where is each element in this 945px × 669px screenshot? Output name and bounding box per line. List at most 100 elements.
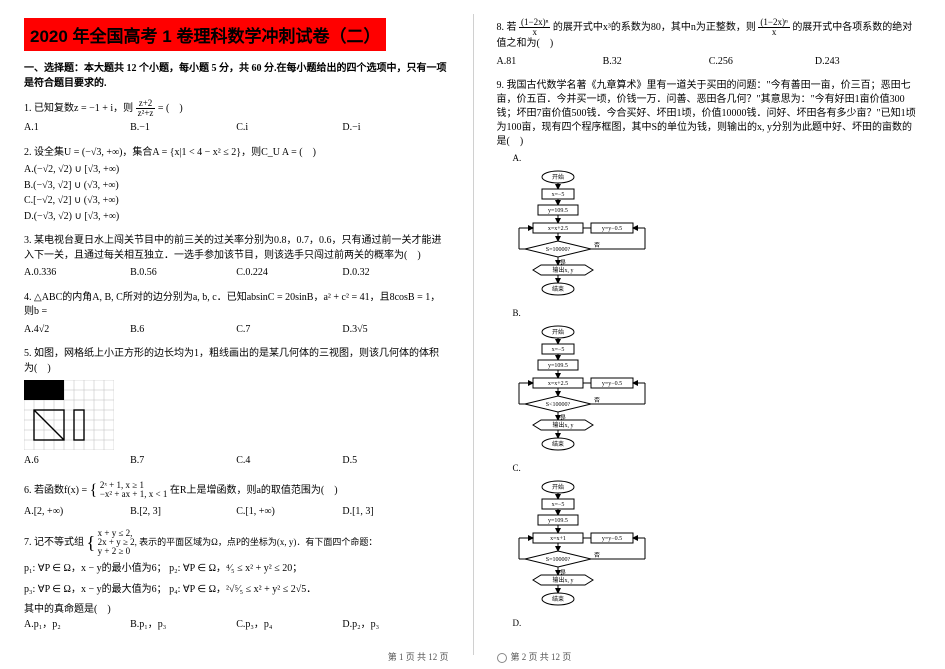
q5-opt-a: A.6 bbox=[24, 454, 130, 469]
svg-text:否: 否 bbox=[593, 552, 599, 559]
q8-opt-c: C.256 bbox=[709, 55, 815, 70]
q7-stem: 7. 记不等式组 bbox=[24, 537, 84, 548]
svg-text:否: 否 bbox=[593, 242, 599, 249]
page-2: 8. 若 (1−2x)ⁿ x 的展开式中x³的系数为80，其中n为正整数，则 (… bbox=[473, 0, 945, 669]
page-number-2: 第 2 页 共 12 页 bbox=[497, 650, 572, 663]
q6-stem-pre: 6. 若函数f(x) = bbox=[24, 484, 90, 495]
question-2: 2. 设全集U = (−√3, +∞)，集合A = {x|1 < 4 − x² … bbox=[24, 146, 449, 225]
svg-text:y=109.5: y=109.5 bbox=[548, 518, 568, 524]
q3-opt-a: A.0.336 bbox=[24, 266, 130, 281]
svg-text:否: 否 bbox=[593, 397, 599, 404]
svg-text:输出x, y: 输出x, y bbox=[552, 576, 573, 584]
svg-text:x=x+2.5: x=x+2.5 bbox=[547, 226, 567, 232]
q8-opt-d: D.243 bbox=[815, 55, 921, 70]
q7-p3: p₃: ∀P ∈ Ω，x − y的最大值为6； bbox=[24, 584, 167, 595]
svg-text:x=−5: x=−5 bbox=[551, 502, 564, 508]
q4-opt-c: C.7 bbox=[236, 323, 342, 338]
q1-opt-d: D.−i bbox=[342, 121, 448, 136]
q5-opt-d: D.5 bbox=[342, 454, 448, 469]
q3-opt-d: D.0.32 bbox=[342, 266, 448, 281]
question-1: 1. 已知复数z = −1 + i，则 z+2 z²+z = ( ) A.1 B… bbox=[24, 99, 449, 136]
q2-opt-c: C.[−√2, √2] ∪ (√3, +∞) bbox=[24, 194, 449, 209]
svg-text:开始: 开始 bbox=[551, 173, 563, 181]
q3-opt-b: B.0.56 bbox=[130, 266, 236, 281]
q4-opt-a: A.4√2 bbox=[24, 323, 130, 338]
q7-p1: p₁: ∀P ∈ Ω，x − y的最小值为6； bbox=[24, 563, 167, 574]
q7-opt-a: A.p₁，p₂ bbox=[24, 618, 130, 633]
q8-frac1: (1−2x)ⁿ x bbox=[519, 18, 550, 37]
svg-text:y=y−0.5: y=y−0.5 bbox=[601, 536, 621, 542]
q3-stem: 3. 某电视台夏日水上闯关节目中的前三关的过关率分别为0.8，0.7，0.6，只… bbox=[24, 234, 449, 263]
q8-opt-a: A.81 bbox=[497, 55, 603, 70]
q5-stem: 5. 如图，网格纸上小正方形的边长均为1，粗线画出的是某几何体的三视图，则该几何… bbox=[24, 347, 449, 376]
svg-text:y=y−0.5: y=y−0.5 bbox=[601, 381, 621, 387]
question-9: 9. 我国古代数学名著《九章算术》里有一道关于买田的问题："今有善田一亩，价三百… bbox=[497, 79, 922, 630]
svg-text:S=10000?: S=10000? bbox=[545, 247, 570, 253]
q2-opt-a: A.(−√2, √2) ∪ [√3, +∞) bbox=[24, 163, 449, 178]
q9-label-a: A. bbox=[513, 152, 922, 165]
q1-opt-c: C.i bbox=[236, 121, 342, 136]
q2-opt-b: B.(−√3, √2] ∪ (√3, +∞) bbox=[24, 179, 449, 194]
section-1-heading: 一、选择题：本大题共 12 个小题，每小题 5 分，共 60 分.在每小题给出的… bbox=[24, 61, 449, 91]
q2-opt-d: D.(−√3, √2) ∪ [√3, +∞) bbox=[24, 210, 449, 225]
svg-text:y=y−0.5: y=y−0.5 bbox=[601, 226, 621, 232]
q9-stem: 9. 我国古代数学名著《九章算术》里有一道关于买田的问题："今有善田一亩，价三百… bbox=[497, 79, 922, 149]
svg-text:结束: 结束 bbox=[551, 285, 563, 293]
q6-opt-c: C.[1, +∞) bbox=[236, 505, 342, 520]
q6-opt-d: D.[1, 3] bbox=[342, 505, 448, 520]
question-8: 8. 若 (1−2x)ⁿ x 的展开式中x³的系数为80，其中n为正整数，则 (… bbox=[497, 18, 922, 69]
svg-text:开始: 开始 bbox=[551, 328, 563, 336]
svg-text:结束: 结束 bbox=[551, 440, 563, 448]
flowchart-a: 开始 x=−5 y=109.5 x=x+2.5 y=y−0.5 S=10000?… bbox=[513, 169, 922, 299]
exam-title: 2020 年全国高考 1 卷理科数学冲刺试卷（二） bbox=[24, 18, 386, 51]
svg-text:输出x, y: 输出x, y bbox=[552, 421, 573, 429]
svg-text:x=−5: x=−5 bbox=[551, 192, 564, 198]
q7-opt-c: C.p₃，p₄ bbox=[236, 618, 342, 633]
q3-opt-c: C.0.224 bbox=[236, 266, 342, 281]
q5-figure bbox=[24, 380, 449, 450]
svg-text:x=−5: x=−5 bbox=[551, 347, 564, 353]
svg-text:x=x+2.5: x=x+2.5 bbox=[547, 381, 567, 387]
q5-opt-b: B.7 bbox=[130, 454, 236, 469]
svg-text:结束: 结束 bbox=[551, 595, 563, 603]
q6-opt-a: A.[2, +∞) bbox=[24, 505, 130, 520]
q7-p2: p₂: ∀P ∈ Ω，⁴⁄₅ ≤ x² + y² ≤ 20； bbox=[169, 563, 302, 574]
svg-text:y=109.5: y=109.5 bbox=[548, 363, 568, 369]
q1-stem: 1. 已知复数z = −1 + i，则 bbox=[24, 103, 133, 114]
q4-stem: 4. △ABC的内角A, B, C所对的边分别为a, b, c．已知absinC… bbox=[24, 291, 449, 320]
q5-opt-c: C.4 bbox=[236, 454, 342, 469]
q6-opt-b: B.[2, 3] bbox=[130, 505, 236, 520]
svg-text:x=x+1: x=x+1 bbox=[550, 536, 566, 542]
q7-tail: 其中的真命题是( ) bbox=[24, 603, 449, 618]
q8-pre: 8. 若 bbox=[497, 22, 517, 33]
question-5: 5. 如图，网格纸上小正方形的边长均为1，粗线画出的是某几何体的三视图，则该几何… bbox=[24, 347, 449, 469]
svg-text:开始: 开始 bbox=[551, 483, 563, 491]
svg-text:y=109.5: y=109.5 bbox=[548, 208, 568, 214]
flowchart-b: 开始 x=−5 y=109.5 x=x+2.5 y=y−0.5 S<10000?… bbox=[513, 324, 922, 454]
q9-label-d: D. bbox=[513, 617, 922, 630]
q4-opt-b: B.6 bbox=[130, 323, 236, 338]
q8-frac2: (1−2x)ⁿ x bbox=[758, 18, 789, 37]
q4-opt-d: D.3√5 bbox=[342, 323, 448, 338]
question-4: 4. △ABC的内角A, B, C所对的边分别为a, b, c．已知absinC… bbox=[24, 291, 449, 338]
eye-icon bbox=[497, 653, 507, 663]
q1-opt-a: A.1 bbox=[24, 121, 130, 136]
q7-p4: p₄: ∀P ∈ Ω，²√⁵⁄₅ ≤ x² + y² ≤ 2√5． bbox=[169, 584, 316, 595]
q8-opt-b: B.32 bbox=[603, 55, 709, 70]
q2-stem: 2. 设全集U = (−√3, +∞)，集合A = {x|1 < 4 − x² … bbox=[24, 146, 449, 161]
svg-text:S=10000?: S=10000? bbox=[545, 557, 570, 563]
question-6: 6. 若函数f(x) = { 2ˣ + 1, x ≥ 1 −x² + ax + … bbox=[24, 479, 449, 520]
page-number-1: 第 1 页 共 12 页 bbox=[388, 650, 449, 663]
q6-stem-post: 在R上是增函数，则a的取值范围为( ) bbox=[170, 484, 338, 495]
question-3: 3. 某电视台夏日水上闯关节目中的前三关的过关率分别为0.8，0.7，0.6，只… bbox=[24, 234, 449, 281]
q1-fraction: z+2 z²+z bbox=[136, 99, 156, 118]
q7-opt-d: D.p₂，p₃ bbox=[342, 618, 448, 633]
flowchart-c: 开始 x=−5 y=109.5 x=x+1 y=y−0.5 S=10000? 否… bbox=[513, 479, 922, 609]
q1-opt-b: B.−1 bbox=[130, 121, 236, 136]
page-1: 2020 年全国高考 1 卷理科数学冲刺试卷（二） 一、选择题：本大题共 12 … bbox=[0, 0, 473, 669]
q9-label-c: C. bbox=[513, 462, 922, 475]
q7-opt-b: B.p₁，p₃ bbox=[130, 618, 236, 633]
svg-text:S<10000?: S<10000? bbox=[545, 402, 570, 408]
svg-text:输出x, y: 输出x, y bbox=[552, 266, 573, 274]
question-7: 7. 记不等式组 { x + y ≤ 2, 2x + y ≥ 2, 表示的平面区… bbox=[24, 529, 449, 632]
